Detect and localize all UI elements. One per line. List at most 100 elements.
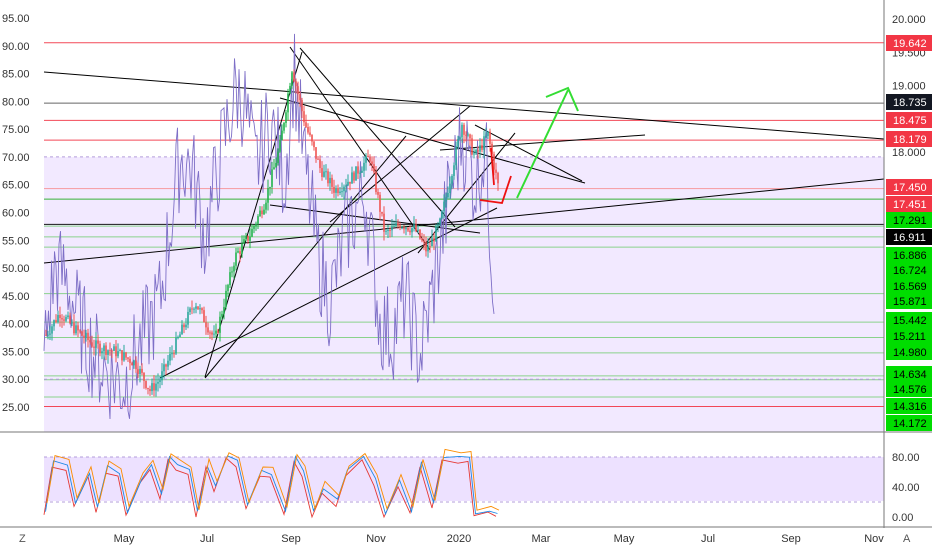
candle-body [277,151,279,163]
left-axis-tick: 35.00 [2,346,30,358]
candle-body [89,340,91,343]
candle-body [115,346,117,357]
candle-body [83,335,85,338]
candle-body [475,150,477,154]
candle-body [355,166,357,181]
left-axis-tick: 25.00 [2,402,30,414]
candle-body [215,330,217,334]
candle-body [65,317,67,321]
candle-body [303,111,305,123]
candle-body [419,229,421,239]
candle-body [181,324,183,335]
candle-body [445,197,447,202]
price-tag-text: 18.179 [893,134,927,146]
candle-body [197,306,199,310]
candle-body [319,159,321,169]
trendline-10 [279,97,586,184]
candle-body [349,181,351,184]
candle-body [217,330,219,333]
left-axis-tick: 80.00 [2,96,30,108]
candle-body [443,201,445,212]
candle-body [449,183,451,193]
left-axis-tick: 85.00 [2,69,30,81]
candle-body [397,223,399,226]
rsi-path [43,33,495,420]
candle-body [159,380,161,382]
candle-body [117,351,119,357]
candle-body [447,192,449,198]
candle-body [177,337,179,339]
candle-body [207,327,209,333]
candle-body [333,186,335,193]
candle-body [73,322,75,334]
oscillator-tick: 40.00 [892,482,920,494]
candle-body [391,226,393,231]
candle-body [91,342,93,347]
candle-body [373,164,375,172]
candle-body [167,360,169,367]
price-tag-bg [886,398,932,414]
candle-body [125,352,127,358]
candle-body [415,224,417,232]
candle-body [371,161,373,165]
price-tag-text: 14.316 [893,401,927,413]
candle-body [133,360,135,366]
candle-body [87,332,89,341]
candle-body [375,171,377,193]
trendline-0 [43,71,885,140]
candle-body [47,334,49,336]
right-axis-tick: 18.000 [892,147,926,159]
candle-body [359,172,361,174]
candle-body [233,265,235,272]
left-axis-tick: 55.00 [2,235,30,247]
candle-body [323,171,325,177]
candle-body [485,135,487,137]
candle-body [347,181,349,186]
candle-body [179,334,181,338]
candle-body [465,134,467,136]
candle-body [351,172,353,184]
time-axis-tick: May [614,533,635,545]
candle-body [171,353,173,355]
candle-body [151,383,153,392]
price-tag-text: 14.980 [893,347,927,359]
candle-body [481,145,483,150]
candle-body [283,122,285,131]
trendline-12 [474,124,583,182]
candle-body [99,343,101,354]
auto-scale-right-button[interactable]: A [903,533,911,545]
candle-body [45,334,47,336]
rsi-line [43,33,495,420]
candle-body [335,188,337,193]
candle-body [317,158,319,160]
left-axis-tick: 50.00 [2,263,30,275]
candle-body [173,353,175,355]
candle-body [281,130,283,141]
price-tag-text: 17.451 [893,199,927,211]
candle-body [271,169,273,187]
candle-body [479,145,481,152]
candle-body [365,155,367,163]
candle-body [61,318,63,320]
price-tag-text: 14.576 [893,384,927,396]
candle-body [69,315,71,324]
price-tag-bg [886,196,932,212]
candle-body [321,168,323,177]
auto-scale-left-button[interactable]: Z [19,533,26,545]
candle-body [93,346,95,348]
price-tag-text: 14.634 [893,369,927,381]
candle-body [235,252,237,266]
candle-body [403,227,405,230]
price-labels: 19.642 18.735 18.475 18.179 17.450 17.451 17.2… [886,35,932,431]
candle-body [457,138,459,147]
price-tag-text: 15.442 [893,315,927,327]
candle-body [131,363,133,366]
time-axis-tick: 2020 [447,533,471,545]
price-tag-bg [886,35,932,51]
candle-body [297,86,299,95]
candle-body [157,381,159,384]
price-tag-text: 14.172 [893,418,927,430]
price-tag-bg [886,131,932,147]
candle-body [137,369,139,375]
